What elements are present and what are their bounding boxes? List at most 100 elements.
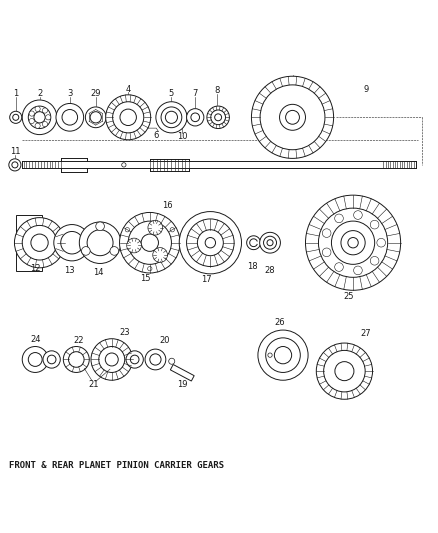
Circle shape bbox=[64, 346, 89, 373]
Circle shape bbox=[99, 346, 125, 373]
Text: 4: 4 bbox=[126, 85, 131, 94]
Text: 24: 24 bbox=[30, 335, 40, 344]
Circle shape bbox=[215, 114, 222, 121]
Text: 14: 14 bbox=[93, 269, 103, 278]
Text: 18: 18 bbox=[247, 262, 258, 271]
Circle shape bbox=[46, 115, 51, 120]
Circle shape bbox=[207, 106, 230, 128]
Circle shape bbox=[29, 118, 34, 124]
Circle shape bbox=[22, 225, 57, 260]
Circle shape bbox=[54, 224, 90, 261]
Circle shape bbox=[335, 214, 343, 223]
Circle shape bbox=[324, 350, 365, 392]
Circle shape bbox=[353, 266, 362, 274]
Text: 17: 17 bbox=[201, 275, 212, 284]
Text: 8: 8 bbox=[214, 86, 219, 95]
Circle shape bbox=[153, 248, 167, 262]
Circle shape bbox=[43, 351, 60, 368]
Circle shape bbox=[353, 211, 362, 220]
Circle shape bbox=[267, 240, 273, 246]
Circle shape bbox=[113, 102, 144, 133]
Circle shape bbox=[170, 228, 174, 232]
Text: 23: 23 bbox=[120, 328, 131, 337]
Circle shape bbox=[145, 349, 166, 370]
Circle shape bbox=[205, 238, 215, 248]
Circle shape bbox=[198, 230, 223, 256]
Circle shape bbox=[274, 346, 292, 364]
Circle shape bbox=[106, 95, 151, 140]
Text: 29: 29 bbox=[91, 89, 101, 98]
Circle shape bbox=[120, 213, 180, 273]
Circle shape bbox=[28, 106, 51, 128]
Text: 19: 19 bbox=[177, 379, 187, 389]
Circle shape bbox=[31, 234, 48, 252]
Circle shape bbox=[128, 221, 171, 264]
Bar bbox=[16, 215, 42, 271]
Circle shape bbox=[161, 107, 182, 128]
Circle shape bbox=[377, 238, 385, 247]
Circle shape bbox=[126, 351, 143, 368]
Circle shape bbox=[150, 354, 161, 365]
Circle shape bbox=[211, 110, 226, 125]
Circle shape bbox=[29, 111, 34, 116]
Text: 27: 27 bbox=[361, 329, 371, 337]
Circle shape bbox=[120, 109, 136, 126]
Text: 26: 26 bbox=[274, 318, 285, 327]
Circle shape bbox=[56, 103, 84, 131]
Circle shape bbox=[187, 219, 234, 266]
Circle shape bbox=[370, 220, 379, 229]
Text: 20: 20 bbox=[160, 335, 170, 344]
Circle shape bbox=[122, 163, 126, 167]
Circle shape bbox=[322, 229, 331, 237]
Text: 12: 12 bbox=[30, 264, 40, 273]
Text: 16: 16 bbox=[162, 201, 173, 211]
Circle shape bbox=[322, 248, 331, 257]
Circle shape bbox=[332, 221, 374, 264]
Circle shape bbox=[61, 231, 83, 254]
Circle shape bbox=[91, 338, 133, 380]
Text: 2: 2 bbox=[37, 89, 42, 98]
Circle shape bbox=[14, 217, 65, 268]
Circle shape bbox=[90, 112, 101, 123]
Text: 11: 11 bbox=[11, 147, 21, 156]
Text: 15: 15 bbox=[140, 274, 151, 283]
Circle shape bbox=[141, 234, 159, 252]
Circle shape bbox=[279, 104, 305, 130]
Circle shape bbox=[42, 122, 47, 127]
Circle shape bbox=[156, 102, 187, 133]
Circle shape bbox=[87, 230, 113, 256]
Circle shape bbox=[348, 238, 358, 248]
Circle shape bbox=[316, 343, 372, 399]
Text: 3: 3 bbox=[67, 89, 73, 98]
Circle shape bbox=[68, 352, 84, 367]
Text: 25: 25 bbox=[343, 292, 354, 301]
Circle shape bbox=[169, 358, 175, 364]
Circle shape bbox=[47, 355, 56, 364]
Circle shape bbox=[258, 330, 308, 380]
Circle shape bbox=[305, 195, 401, 290]
Text: 7: 7 bbox=[193, 89, 198, 98]
Circle shape bbox=[251, 76, 334, 158]
Circle shape bbox=[187, 109, 204, 126]
Circle shape bbox=[10, 111, 22, 123]
Circle shape bbox=[9, 159, 21, 171]
Text: 21: 21 bbox=[88, 379, 99, 389]
Circle shape bbox=[191, 113, 200, 122]
Circle shape bbox=[42, 108, 47, 113]
Circle shape bbox=[34, 112, 45, 123]
Circle shape bbox=[131, 355, 139, 364]
Circle shape bbox=[12, 162, 18, 168]
Circle shape bbox=[341, 231, 365, 255]
Circle shape bbox=[96, 222, 104, 231]
Circle shape bbox=[81, 247, 90, 255]
Circle shape bbox=[286, 110, 300, 124]
Circle shape bbox=[125, 228, 130, 232]
Circle shape bbox=[318, 208, 388, 277]
Circle shape bbox=[22, 346, 48, 373]
Text: 1: 1 bbox=[13, 89, 18, 98]
Circle shape bbox=[264, 236, 276, 249]
Text: 6: 6 bbox=[154, 131, 159, 140]
Circle shape bbox=[13, 114, 19, 120]
Text: 10: 10 bbox=[177, 132, 187, 141]
Bar bbox=[170, 365, 194, 381]
